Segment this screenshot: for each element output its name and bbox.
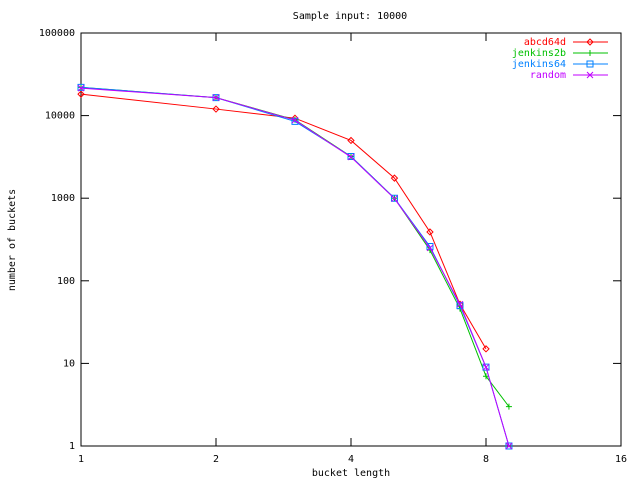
- x-axis-label: bucket length: [312, 468, 390, 479]
- y-tick-label: 100000: [39, 28, 75, 39]
- marker: [482, 363, 490, 371]
- marker: [390, 174, 399, 182]
- marker: [291, 116, 299, 124]
- marker: [586, 60, 594, 68]
- marker: [77, 84, 85, 92]
- marker: [212, 94, 220, 102]
- legend-label: abcd64d: [524, 37, 566, 48]
- marker: [212, 105, 220, 113]
- marker: [586, 38, 594, 46]
- legend-label: jenkins64: [512, 59, 566, 70]
- marker: [77, 83, 85, 91]
- marker: [426, 243, 434, 251]
- plot-frame: [80, 32, 622, 447]
- marker: [587, 50, 593, 56]
- marker: [426, 244, 434, 252]
- chart-title: Sample input: 10000: [293, 11, 407, 22]
- marker: [456, 300, 464, 308]
- marker: [505, 442, 513, 450]
- marker: [483, 373, 489, 380]
- marker: [212, 94, 220, 101]
- marker: [291, 117, 299, 125]
- x-tick-label: 8: [483, 454, 489, 465]
- series-line: [80, 93, 487, 350]
- y-tick-label: 1000: [51, 193, 75, 204]
- marker: [505, 442, 513, 450]
- marker: [426, 228, 434, 236]
- y-tick-label: 10: [63, 358, 75, 369]
- marker: [482, 363, 490, 371]
- series-line: [80, 86, 510, 407]
- legend-label: random: [530, 70, 566, 81]
- x-tick-label: 4: [348, 454, 354, 465]
- marker: [347, 136, 355, 145]
- marker: [505, 403, 512, 410]
- y-axis-label: number of buckets: [7, 189, 18, 291]
- legend-label: jenkins2b: [512, 48, 566, 59]
- y-tick-label: 10000: [45, 111, 75, 122]
- y-tick-label: 100: [57, 276, 75, 287]
- y-tick-label: 1: [69, 441, 75, 452]
- marker: [482, 345, 490, 353]
- marker: [391, 195, 398, 202]
- x-tick-label: 16: [615, 454, 627, 465]
- x-tick-label: 2: [213, 454, 219, 465]
- marker: [347, 153, 355, 161]
- marker: [77, 90, 85, 98]
- x-tick-label: 1: [78, 454, 84, 465]
- marker: [586, 71, 594, 79]
